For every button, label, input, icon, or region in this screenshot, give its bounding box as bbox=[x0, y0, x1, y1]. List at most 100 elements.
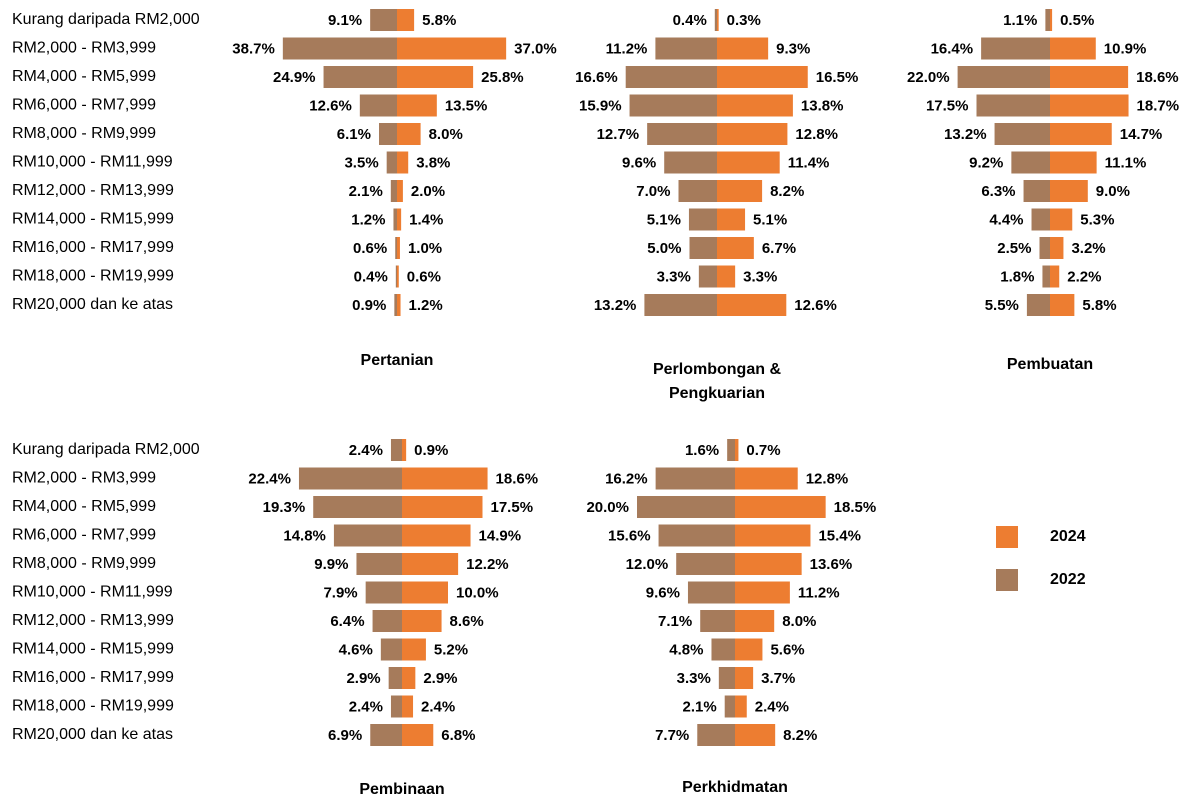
data-label: 12.0% bbox=[626, 556, 669, 573]
bar bbox=[698, 265, 717, 288]
bar bbox=[717, 237, 754, 259]
category-label: RM2,000 - RM3,999 bbox=[12, 40, 156, 57]
data-label: 13.2% bbox=[944, 126, 987, 143]
bar bbox=[282, 37, 397, 60]
bar bbox=[1050, 151, 1097, 174]
bar bbox=[379, 123, 397, 145]
bar bbox=[1023, 180, 1050, 202]
data-label: 14.9% bbox=[479, 527, 522, 544]
bar bbox=[393, 208, 397, 231]
category-label: RM10,000 - RM11,999 bbox=[12, 584, 173, 601]
data-label: 12.2% bbox=[466, 556, 509, 573]
data-label: 16.6% bbox=[575, 69, 618, 86]
category-label: RM20,000 dan ke atas bbox=[12, 296, 173, 313]
category-label: Kurang daripada RM2,000 bbox=[12, 11, 200, 28]
category-label: RM6,000 - RM7,999 bbox=[12, 527, 156, 544]
data-label: 3.3% bbox=[677, 670, 711, 687]
data-label: 11.2% bbox=[798, 584, 840, 601]
bar bbox=[1050, 9, 1053, 31]
bar bbox=[718, 667, 735, 689]
bar bbox=[1039, 237, 1050, 259]
data-label: 18.6% bbox=[1136, 69, 1179, 86]
category-label: RM14,000 - RM15,999 bbox=[12, 641, 174, 658]
data-label: 1.2% bbox=[351, 211, 385, 228]
data-label: 15.4% bbox=[818, 527, 861, 544]
data-label: 22.4% bbox=[248, 470, 291, 487]
chart-title-box: Pembinaan bbox=[359, 781, 444, 798]
bar bbox=[394, 294, 397, 316]
data-label: 11.4% bbox=[788, 154, 830, 171]
bar bbox=[976, 94, 1050, 117]
data-label: 15.9% bbox=[579, 97, 622, 114]
bar bbox=[397, 123, 421, 145]
data-label: 7.7% bbox=[655, 727, 689, 744]
data-label: 13.5% bbox=[445, 97, 488, 114]
bar bbox=[1050, 237, 1064, 259]
bar bbox=[402, 524, 471, 547]
bar bbox=[402, 581, 448, 604]
bar bbox=[717, 294, 787, 316]
data-label: 9.3% bbox=[776, 40, 810, 57]
bar bbox=[735, 467, 798, 490]
bar bbox=[1026, 294, 1050, 316]
bar bbox=[735, 638, 763, 661]
data-label: 24.9% bbox=[273, 69, 316, 86]
bar bbox=[397, 265, 399, 288]
data-label: 3.8% bbox=[416, 154, 450, 171]
category-label: RM12,000 - RM13,999 bbox=[12, 612, 174, 629]
bar bbox=[370, 724, 402, 746]
category-label: RM16,000 - RM17,999 bbox=[12, 239, 174, 256]
data-label: 0.4% bbox=[354, 268, 388, 285]
bar bbox=[957, 66, 1050, 88]
data-label: 9.6% bbox=[646, 584, 680, 601]
bar bbox=[717, 151, 780, 174]
data-label: 2.1% bbox=[683, 698, 717, 715]
bar bbox=[1042, 265, 1050, 288]
data-label: 3.3% bbox=[657, 268, 691, 285]
data-label: 18.6% bbox=[496, 470, 539, 487]
data-label: 9.9% bbox=[314, 556, 348, 573]
data-label: 12.7% bbox=[597, 126, 640, 143]
data-label: 18.5% bbox=[834, 499, 877, 516]
legend-swatch bbox=[996, 569, 1018, 591]
bar bbox=[717, 265, 736, 288]
data-label: 9.6% bbox=[622, 154, 656, 171]
category-label: RM18,000 - RM19,999 bbox=[12, 698, 174, 715]
chart-title-box: Perlombongan & Pengkuarian bbox=[652, 361, 781, 402]
bar bbox=[356, 553, 402, 575]
bar bbox=[1031, 208, 1050, 231]
data-label: 12.6% bbox=[309, 97, 352, 114]
bar bbox=[397, 208, 402, 231]
data-label: 7.9% bbox=[323, 584, 357, 601]
data-label: 38.7% bbox=[232, 40, 275, 57]
bar bbox=[678, 180, 717, 202]
chart-title: Perkhidmatan bbox=[682, 779, 788, 796]
data-label: 6.3% bbox=[981, 183, 1015, 200]
bar bbox=[298, 467, 402, 490]
bar bbox=[402, 695, 414, 718]
data-label: 6.7% bbox=[762, 240, 796, 257]
chart-title-box: Perkhidmatan bbox=[682, 779, 788, 796]
bar bbox=[637, 496, 735, 518]
data-label: 5.0% bbox=[647, 240, 681, 257]
data-label: 1.8% bbox=[1000, 268, 1034, 285]
bar bbox=[717, 9, 719, 31]
bar bbox=[717, 37, 769, 60]
data-label: 6.4% bbox=[330, 613, 364, 630]
data-label: 2.4% bbox=[349, 442, 383, 459]
data-label: 19.3% bbox=[263, 499, 306, 516]
chart-title-box: Pembuatan bbox=[1007, 356, 1093, 373]
bar bbox=[644, 294, 717, 316]
legend-swatch bbox=[996, 526, 1018, 548]
bar bbox=[402, 638, 426, 661]
data-label: 7.0% bbox=[636, 183, 670, 200]
bar bbox=[1050, 123, 1112, 145]
data-label: 2.4% bbox=[755, 698, 789, 715]
chart-title: Perlombongan & Pengkuarian bbox=[652, 361, 781, 402]
bar bbox=[687, 581, 735, 604]
data-label: 8.6% bbox=[450, 613, 484, 630]
category-label: RM8,000 - RM9,999 bbox=[12, 125, 156, 142]
bar bbox=[402, 667, 416, 689]
bar bbox=[397, 151, 409, 174]
